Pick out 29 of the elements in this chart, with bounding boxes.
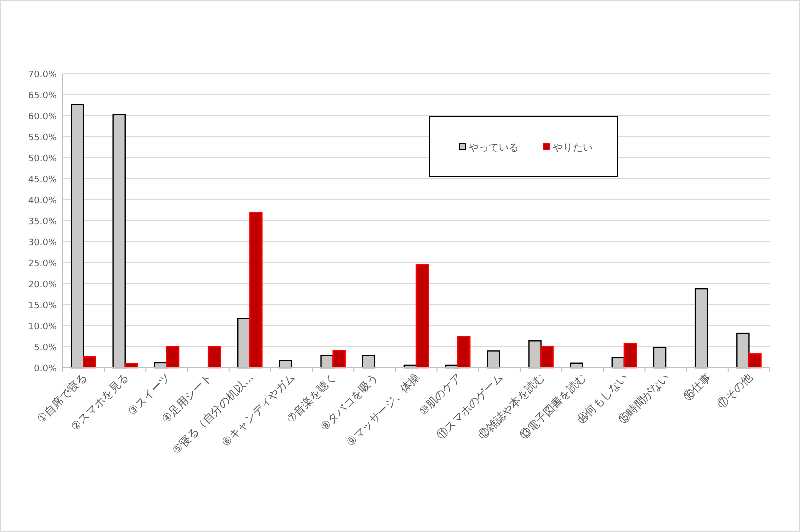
y-tick-label: 30.0% (28, 238, 58, 248)
bar (457, 336, 471, 369)
legend-label: やっている (469, 143, 519, 154)
x-tick-label: ⑰その他 (715, 370, 756, 412)
y-tick-label: 35.0% (28, 218, 58, 228)
bar (166, 346, 180, 369)
y-tick-label: 25.0% (28, 260, 58, 270)
bar (748, 354, 762, 369)
y-tick-label: 20.0% (28, 280, 58, 290)
y-tick-label: 10.0% (28, 322, 58, 332)
bar (416, 264, 430, 369)
y-tick-label: 65.0% (28, 92, 58, 102)
x-tick-label: ⑯仕事 (681, 370, 714, 404)
bar (540, 346, 554, 369)
y-tick-label: 60.0% (28, 112, 58, 122)
y-tick-label: 70.0% (28, 70, 58, 80)
y-tick-label: 5.0% (34, 344, 58, 354)
bar (332, 350, 346, 369)
bar (624, 343, 638, 369)
legend-label: やりたい (553, 143, 593, 154)
bar (250, 212, 263, 369)
y-tick-label: 55.0% (28, 134, 58, 144)
y-tick-label: 0.0% (34, 364, 58, 374)
y-tick-label: 45.0% (28, 176, 58, 186)
y-tick-label: 15.0% (28, 302, 58, 312)
bar (208, 346, 222, 369)
y-tick-label: 50.0% (28, 154, 58, 164)
y-tick-label: 40.0% (28, 196, 58, 206)
bar (83, 356, 96, 369)
